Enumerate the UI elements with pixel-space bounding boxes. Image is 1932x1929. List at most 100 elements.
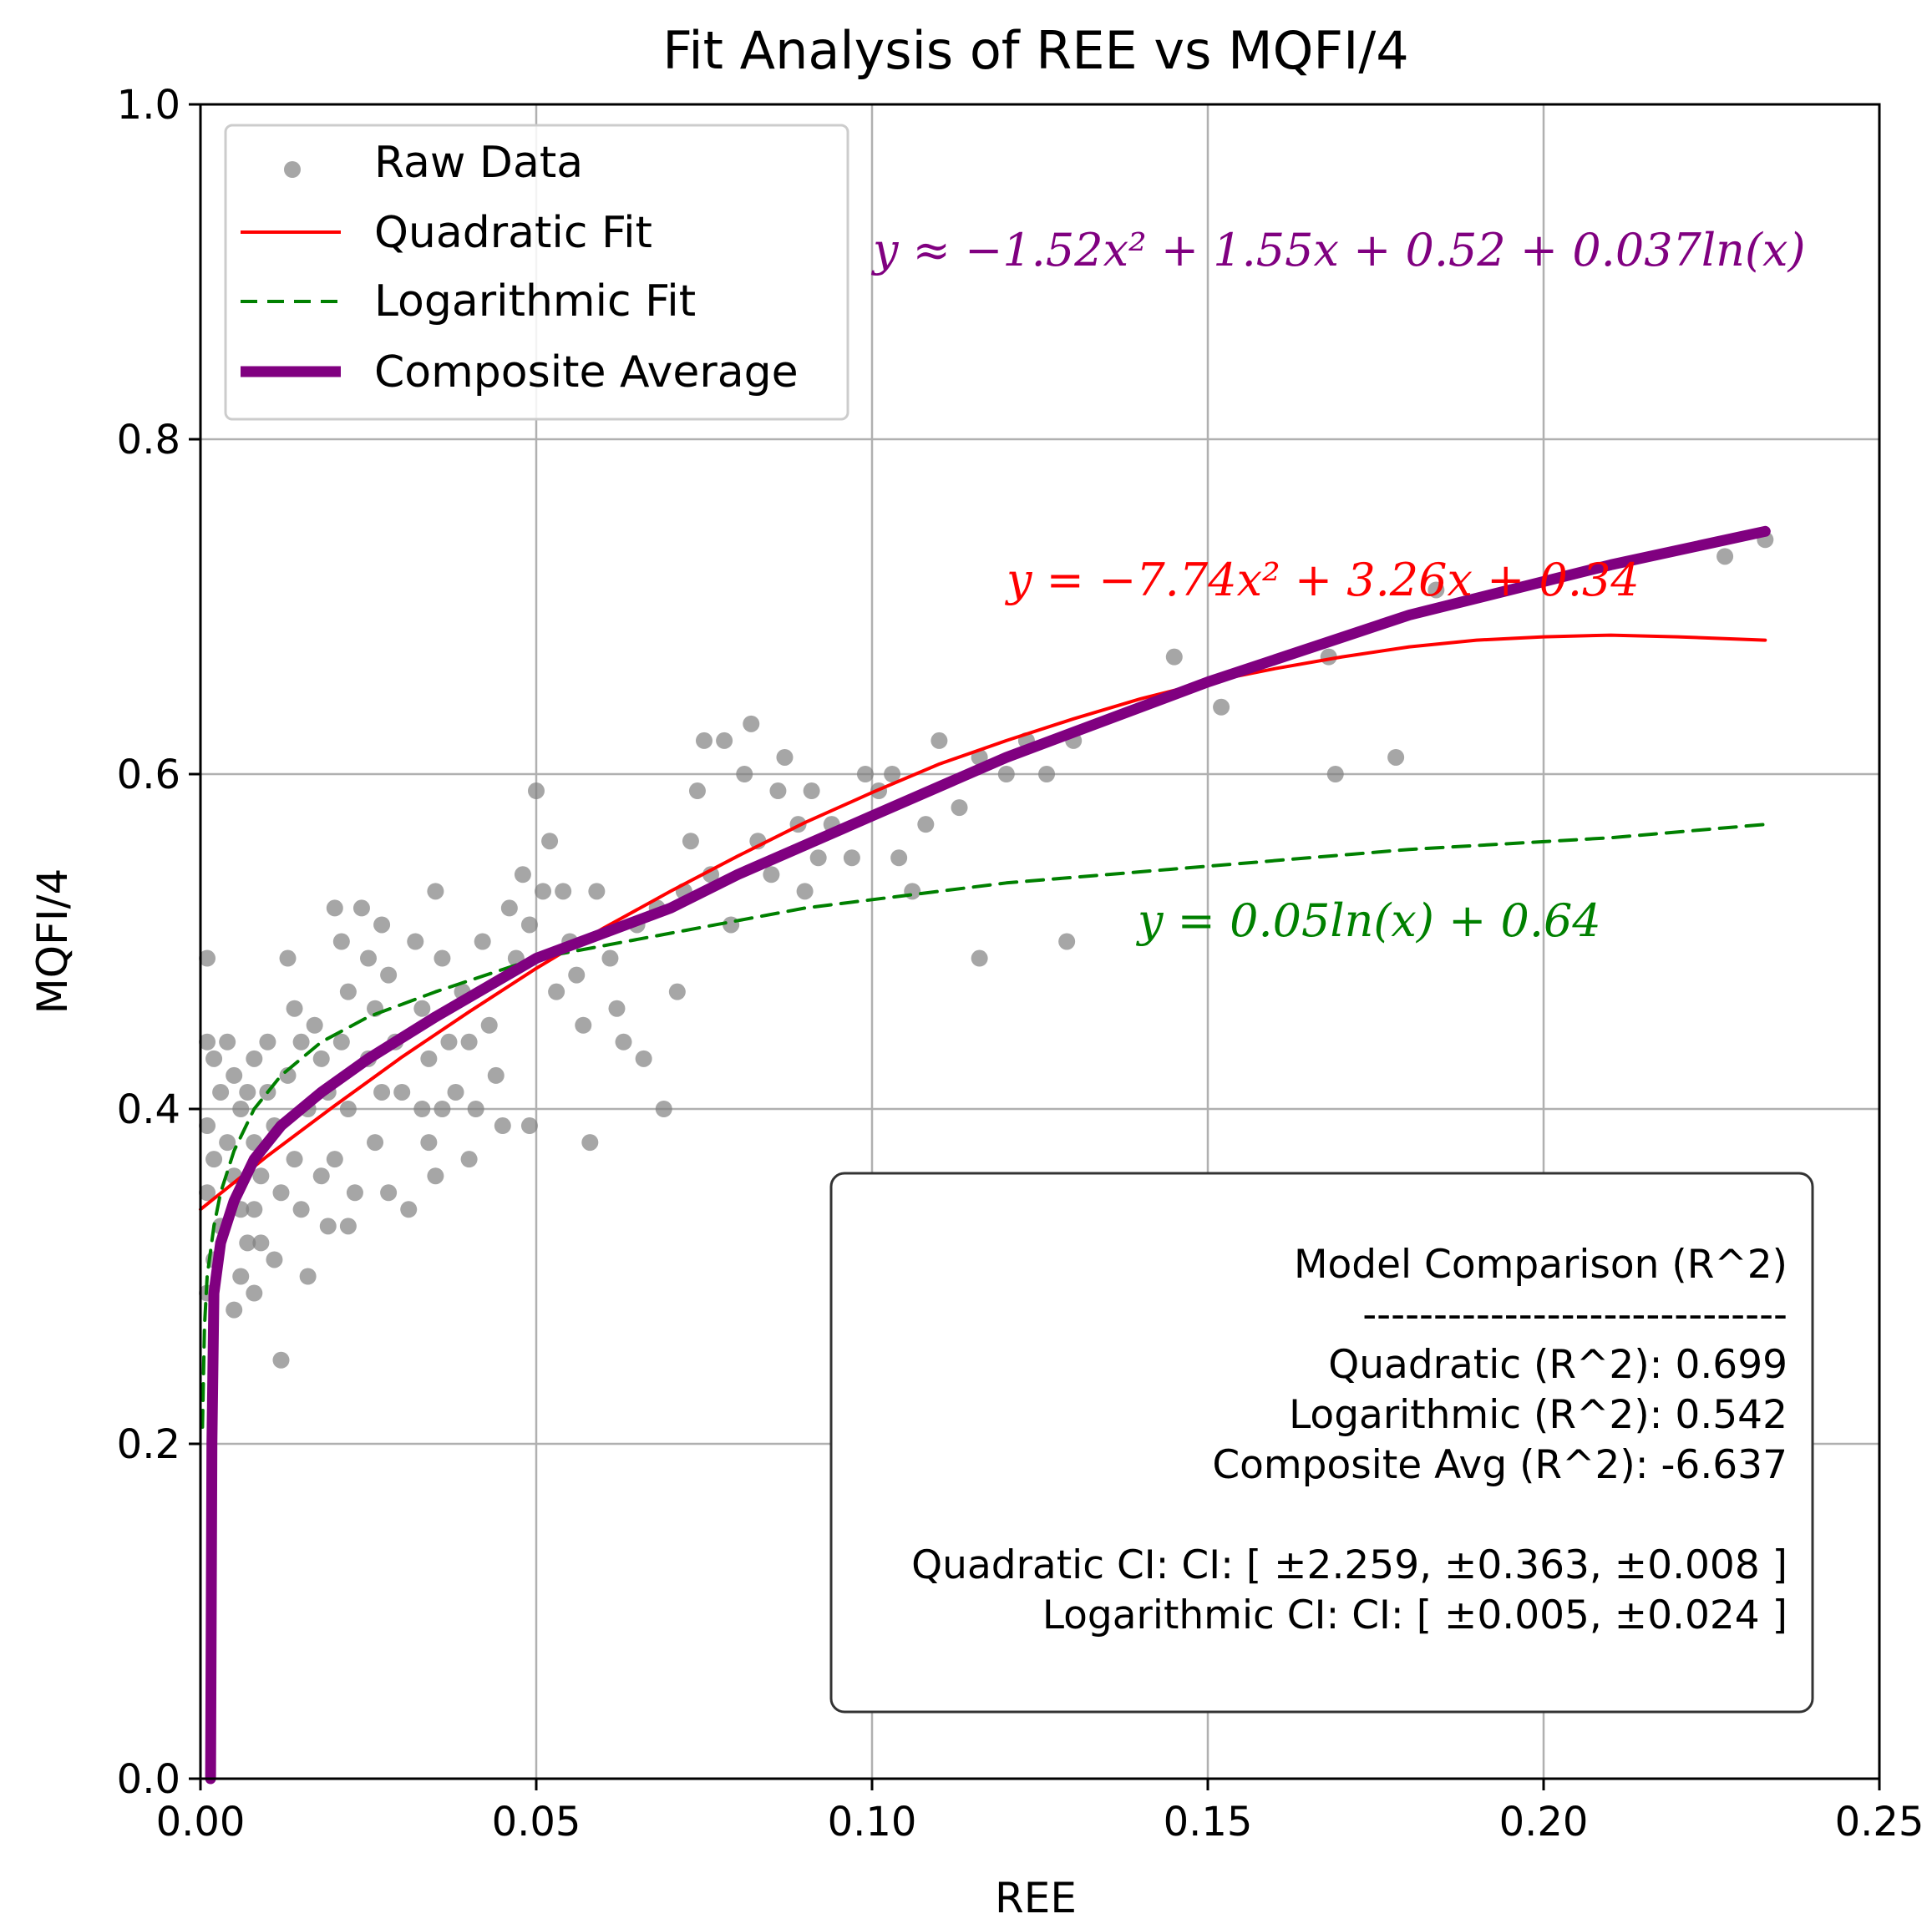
data-point [252, 1234, 270, 1252]
quadratic-equation: y = −7.74x² + 3.26x + 0.34 [1005, 554, 1640, 606]
data-point [380, 1184, 398, 1202]
data-point [568, 966, 586, 984]
data-point [346, 1184, 363, 1202]
data-point [427, 883, 444, 900]
x-tick-label: 0.25 [1835, 1799, 1924, 1845]
data-point [736, 766, 753, 782]
data-point [413, 1000, 431, 1017]
y-tick-label: 0.4 [117, 1086, 180, 1133]
legend-raw-data-label: Raw Data [374, 138, 583, 188]
data-point [1213, 698, 1230, 716]
data-point [259, 1033, 276, 1051]
logarithmic-equation: y = 0.05ln(x) + 0.64 [1136, 894, 1601, 947]
data-point [246, 1050, 263, 1067]
chart-title: Fit Analysis of REE vs MQFI/4 [662, 20, 1408, 81]
y-tick-label: 0.2 [117, 1421, 180, 1468]
logarithmic-fit-line [200, 823, 1767, 1429]
plot-area [199, 525, 1774, 1785]
data-point [1326, 766, 1344, 782]
data-point [272, 1184, 290, 1202]
y-tick-label: 1.0 [117, 82, 180, 129]
data-point [716, 732, 733, 749]
data-point [212, 1083, 230, 1101]
data-point [393, 1083, 411, 1101]
data-point [373, 1083, 391, 1101]
model-comparison-box: Model Comparison (R^2) -----------------… [829, 1172, 1814, 1714]
legend-composite-label: Composite Average [374, 347, 799, 397]
data-point [575, 1016, 592, 1034]
data-point [548, 983, 565, 1000]
x-tick-label: 0.05 [492, 1799, 581, 1845]
data-point [199, 1184, 216, 1202]
data-point [1427, 581, 1445, 599]
data-point [541, 833, 559, 850]
data-point [292, 1033, 310, 1051]
data-point [232, 1268, 250, 1285]
data-point [809, 849, 827, 867]
data-point [682, 833, 699, 850]
stats-line: Composite Avg (R^2): -6.637 [1212, 1442, 1787, 1488]
data-point [494, 1117, 511, 1135]
data-point [319, 1218, 337, 1235]
data-point [246, 1284, 263, 1302]
data-point [843, 849, 860, 867]
data-point [608, 1000, 626, 1017]
x-tick-label: 0.20 [1499, 1799, 1589, 1845]
data-point [763, 866, 780, 883]
data-point [434, 1101, 451, 1117]
data-point [796, 883, 814, 900]
data-point [360, 949, 377, 967]
raw-data-points [199, 531, 1774, 1369]
data-point [205, 1050, 223, 1067]
stats-line: Model Comparison (R^2) [1294, 1242, 1787, 1288]
data-point [199, 949, 216, 967]
quadratic-fit-line [199, 633, 1767, 1212]
data-point [326, 899, 343, 917]
data-point [299, 1268, 317, 1285]
data-point [292, 1201, 310, 1218]
y-tick-label: 0.6 [117, 752, 180, 798]
data-point [266, 1251, 283, 1268]
data-point [474, 933, 491, 950]
stats-box-frame [829, 1172, 1814, 1714]
data-point [440, 1033, 458, 1051]
data-point [413, 1101, 431, 1117]
data-point [400, 1201, 418, 1218]
data-point [420, 1134, 438, 1152]
data-point [219, 1134, 236, 1152]
data-point [226, 1301, 243, 1319]
data-point [635, 1050, 652, 1067]
data-point [555, 883, 572, 900]
data-point [931, 732, 948, 749]
data-point [367, 1134, 384, 1152]
legend-log-label: Logarithmic Fit [374, 276, 696, 327]
data-point [1387, 748, 1405, 766]
data-point [668, 983, 686, 1000]
data-point [407, 933, 424, 950]
data-point [890, 849, 908, 867]
stats-line: Quadratic CI: CI: [ ±2.259, ±0.363, ±0.0… [911, 1542, 1787, 1588]
y-tick-label: 0.0 [117, 1756, 180, 1803]
stats-line: ------------------------------ [1362, 1292, 1787, 1338]
data-point [332, 1033, 350, 1051]
x-tick-label: 0.10 [828, 1799, 917, 1845]
data-point [239, 1234, 256, 1252]
data-point [312, 1050, 330, 1067]
data-point [688, 782, 706, 800]
data-point [1038, 766, 1056, 782]
data-point [696, 732, 712, 749]
data-point [467, 1101, 484, 1117]
data-point [480, 1016, 498, 1034]
data-point [199, 1117, 216, 1135]
data-point [232, 1101, 250, 1117]
data-point [286, 1000, 303, 1017]
data-point [514, 866, 531, 883]
data-point [427, 1167, 444, 1185]
data-point [1716, 548, 1734, 565]
data-point [904, 883, 921, 900]
stats-line: Logarithmic (R^2): 0.542 [1289, 1392, 1787, 1438]
data-point [279, 1066, 297, 1084]
stats-line: Quadratic (R^2): 0.699 [1328, 1342, 1787, 1388]
data-point [286, 1151, 303, 1168]
